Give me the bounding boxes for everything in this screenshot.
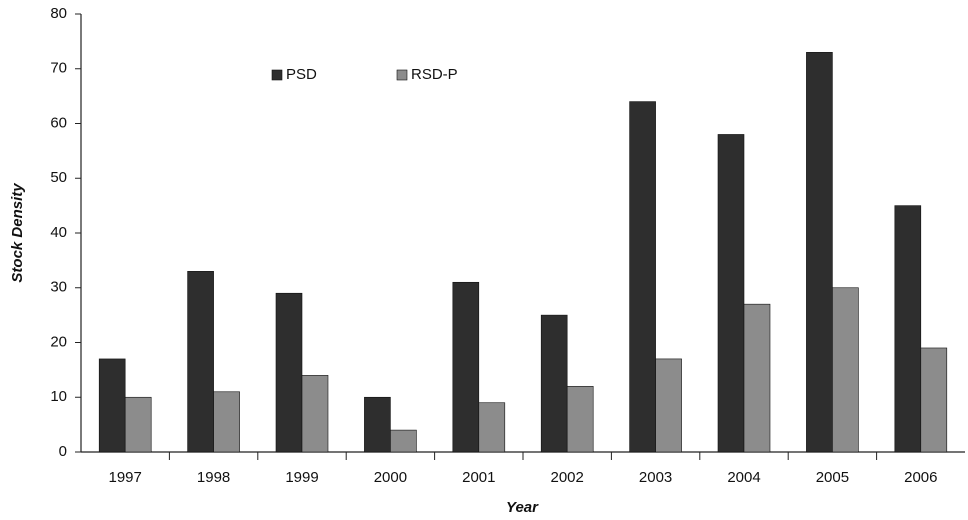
bar [894,205,922,453]
y-tick-label: 70 [50,60,67,77]
x-tick-label: 1997 [109,469,142,486]
x-tick-label: 2001 [462,469,495,486]
y-tick-label: 60 [50,114,67,131]
bar [98,358,126,453]
x-tick-label: 1998 [197,469,230,486]
y-axis-label: Stock Density [9,183,26,283]
bar [301,375,329,453]
x-tick-label: 1999 [285,469,318,486]
bar [566,385,594,453]
x-tick-label: 2003 [639,469,672,486]
bar [124,396,152,453]
bar [275,292,303,453]
y-tick-label: 30 [50,279,67,296]
y-tick-label: 80 [50,5,67,22]
y-tick-label: 0 [59,443,67,460]
legend-swatch [396,69,408,81]
bar [540,314,568,453]
x-tick-label: 2000 [374,469,407,486]
y-tick-label: 40 [50,224,67,241]
y-tick-label: 50 [50,169,67,186]
legend-label: RSD-P [411,66,458,83]
y-tick-label: 10 [50,388,67,405]
bar [832,287,859,453]
bar [920,347,948,453]
bar [743,303,771,453]
bar [717,134,745,453]
x-axis-label: Year [506,499,539,516]
bar [478,402,506,453]
bar [364,396,391,453]
bar [806,52,833,453]
legend-label: PSD [286,66,317,83]
bar [655,358,682,453]
bar [390,429,417,453]
bar [187,271,214,453]
bar [452,281,480,453]
x-tick-label: 2004 [727,469,760,486]
bar [629,101,656,453]
x-tick-label: 2006 [904,469,937,486]
y-tick-label: 20 [50,333,67,350]
x-tick-label: 2002 [551,469,584,486]
bar [213,391,240,453]
legend-swatch [271,69,283,81]
x-tick-label: 2005 [816,469,849,486]
